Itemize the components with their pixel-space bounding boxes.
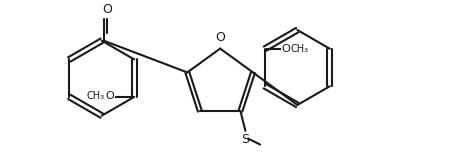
Text: O: O: [215, 31, 225, 44]
Text: CH₃: CH₃: [86, 91, 105, 101]
Text: CH₃: CH₃: [291, 44, 309, 54]
Text: S: S: [241, 133, 249, 146]
Text: O: O: [106, 91, 115, 101]
Text: O: O: [102, 3, 112, 16]
Text: O: O: [282, 44, 291, 54]
